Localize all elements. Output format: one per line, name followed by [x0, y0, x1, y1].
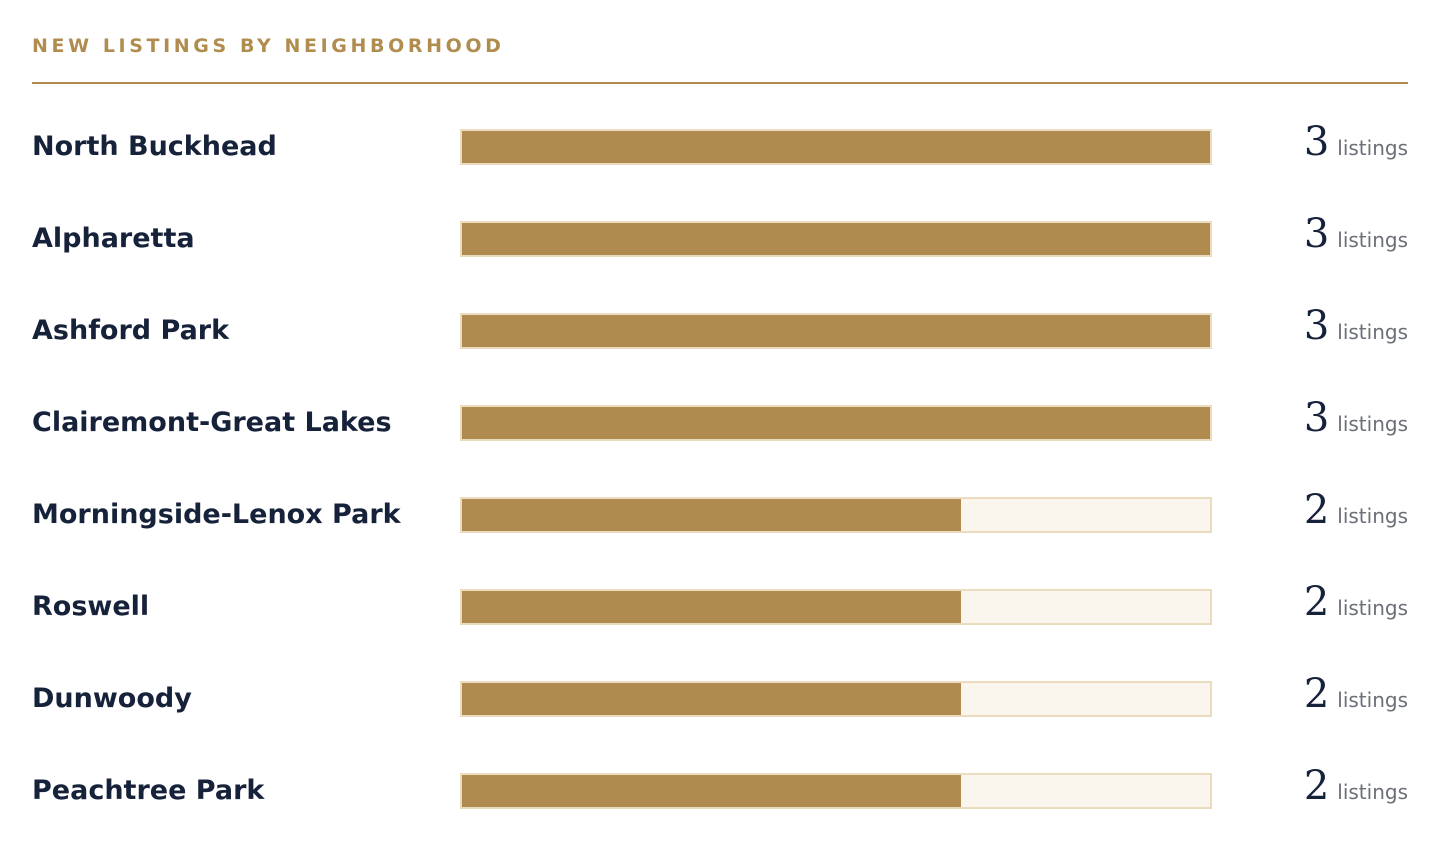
bar-track — [460, 497, 1212, 533]
bar-row: Alpharetta 3 listings — [32, 211, 1408, 257]
count-unit: listings — [1337, 228, 1408, 252]
bar-track — [460, 129, 1212, 165]
title-divider — [32, 82, 1408, 84]
listing-count: 3 listings — [1304, 211, 1408, 257]
neighborhood-label: Peachtree Park — [32, 775, 265, 806]
count-value: 3 — [1303, 119, 1330, 165]
count-unit: listings — [1337, 596, 1408, 620]
bar-track — [460, 773, 1212, 809]
bar — [462, 683, 961, 715]
neighborhood-label: Clairemont-Great Lakes — [32, 407, 392, 438]
neighborhood-label: North Buckhead — [32, 131, 277, 162]
neighborhood-label: Dunwoody — [32, 683, 192, 714]
count-unit: listings — [1337, 688, 1408, 712]
listing-count: 2 listings — [1304, 763, 1408, 809]
neighborhood-label: Morningside-Lenox Park — [32, 499, 401, 530]
listing-count: 2 listings — [1304, 579, 1408, 625]
bar — [462, 223, 1210, 255]
listing-count: 2 listings — [1304, 487, 1408, 533]
bar-track — [460, 405, 1212, 441]
bar-track — [460, 681, 1212, 717]
bar-row: Peachtree Park 2 listings — [32, 763, 1408, 809]
bar-row: Morningside-Lenox Park 2 listings — [32, 487, 1408, 533]
bar — [462, 315, 1210, 347]
count-value: 2 — [1303, 487, 1330, 533]
neighborhood-label: Alpharetta — [32, 223, 195, 254]
listing-count: 2 listings — [1304, 671, 1408, 717]
bar-track — [460, 221, 1212, 257]
bar-row: North Buckhead 3 listings — [32, 119, 1408, 165]
count-unit: listings — [1337, 412, 1408, 436]
bar-row: Ashford Park 3 listings — [32, 303, 1408, 349]
bar-track — [460, 589, 1212, 625]
bar — [462, 407, 1210, 439]
bar — [462, 591, 961, 623]
count-unit: listings — [1337, 320, 1408, 344]
count-value: 2 — [1303, 763, 1330, 809]
count-unit: listings — [1337, 136, 1408, 160]
chart-title: NEW LISTINGS BY NEIGHBORHOOD — [32, 35, 505, 57]
neighborhood-label: Roswell — [32, 591, 150, 622]
count-value: 2 — [1303, 579, 1330, 625]
bar — [462, 131, 1210, 163]
listing-count: 3 listings — [1304, 303, 1408, 349]
count-value: 2 — [1303, 671, 1330, 717]
bar — [462, 499, 961, 531]
count-unit: listings — [1337, 780, 1408, 804]
bar — [462, 775, 961, 807]
neighborhood-label: Ashford Park — [32, 315, 230, 346]
bar-row: Clairemont-Great Lakes 3 listings — [32, 395, 1408, 441]
count-unit: listings — [1337, 504, 1408, 528]
listing-count: 3 listings — [1304, 119, 1408, 165]
count-value: 3 — [1303, 303, 1330, 349]
bar-track — [460, 313, 1212, 349]
bar-row: Roswell 2 listings — [32, 579, 1408, 625]
bar-row: Dunwoody 2 listings — [32, 671, 1408, 717]
count-value: 3 — [1303, 395, 1330, 441]
listing-count: 3 listings — [1304, 395, 1408, 441]
count-value: 3 — [1303, 211, 1330, 257]
